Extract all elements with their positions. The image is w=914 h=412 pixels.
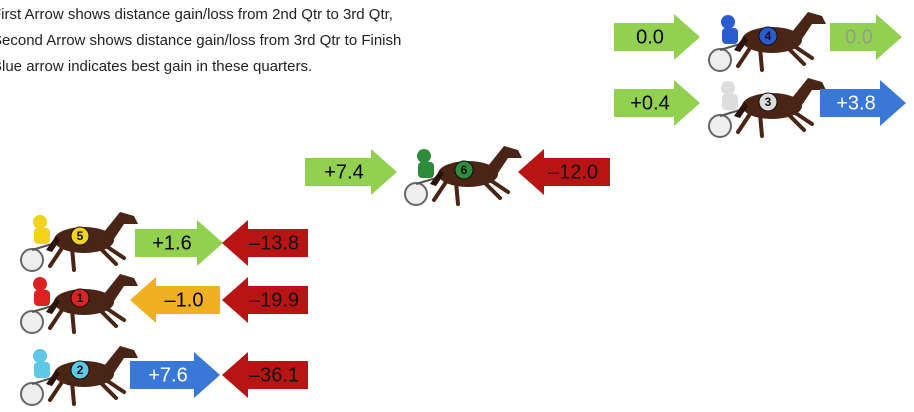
horse-number: 4 bbox=[765, 29, 772, 43]
horse: 3 bbox=[709, 78, 826, 137]
arrow-label: –36.1 bbox=[249, 364, 299, 386]
driver-body bbox=[34, 228, 50, 244]
sulky-wheel bbox=[21, 249, 43, 271]
sulky-wheel bbox=[709, 49, 731, 71]
arrow-label: +7.6 bbox=[148, 364, 187, 386]
arrow-label: +1.6 bbox=[152, 232, 191, 254]
sulky-wheel bbox=[709, 115, 731, 137]
horse-leg bbox=[760, 114, 762, 136]
driver-helmet bbox=[721, 81, 735, 95]
driver-body bbox=[34, 362, 50, 378]
horse-leg bbox=[72, 382, 74, 404]
horse-number: 6 bbox=[461, 163, 468, 177]
arrow-label: +0.4 bbox=[630, 92, 669, 114]
arrow-label: 0.0 bbox=[845, 26, 873, 48]
horse-neck bbox=[792, 12, 826, 42]
driver-body bbox=[722, 28, 738, 44]
driver-helmet bbox=[33, 349, 47, 363]
driver-body bbox=[34, 290, 50, 306]
arrow-label: +3.8 bbox=[836, 92, 875, 114]
sulky-wheel bbox=[21, 311, 43, 333]
arrow-label: –12.0 bbox=[548, 161, 598, 183]
arrow-label: 0.0 bbox=[636, 26, 664, 48]
horse-number: 5 bbox=[77, 229, 84, 243]
diagram: 4 0.0 0.0 3 +0.4 +3.8 6 +7.4 –12.0 5 +1.6 –13.8 1 –1.… bbox=[0, 0, 914, 412]
horse: 4 bbox=[709, 12, 826, 71]
horse-number: 1 bbox=[77, 291, 84, 305]
horse-leg bbox=[760, 48, 762, 70]
arrow-label: +7.4 bbox=[324, 161, 363, 183]
horse-neck bbox=[104, 212, 138, 242]
horse: 1 bbox=[21, 274, 138, 333]
horse-leg bbox=[72, 310, 74, 332]
arrow-label: –19.9 bbox=[249, 289, 299, 311]
horse: 5 bbox=[21, 212, 138, 271]
arrow-label: –13.8 bbox=[249, 232, 299, 254]
horse-leg bbox=[456, 182, 458, 204]
driver-body bbox=[418, 162, 434, 178]
horse: 2 bbox=[21, 346, 138, 405]
horse-neck bbox=[488, 146, 522, 176]
driver-helmet bbox=[721, 15, 735, 29]
horse-number: 3 bbox=[765, 95, 772, 109]
horse: 6 bbox=[405, 146, 522, 205]
arrow-label: –1.0 bbox=[165, 289, 204, 311]
driver-helmet bbox=[33, 277, 47, 291]
page: First Arrow shows distance gain/loss fro… bbox=[0, 0, 914, 412]
sulky-wheel bbox=[21, 383, 43, 405]
horse-leg bbox=[72, 248, 74, 270]
sulky-wheel bbox=[405, 183, 427, 205]
driver-body bbox=[722, 94, 738, 110]
driver-helmet bbox=[33, 215, 47, 229]
driver-helmet bbox=[417, 149, 431, 163]
horse-number: 2 bbox=[77, 363, 84, 377]
